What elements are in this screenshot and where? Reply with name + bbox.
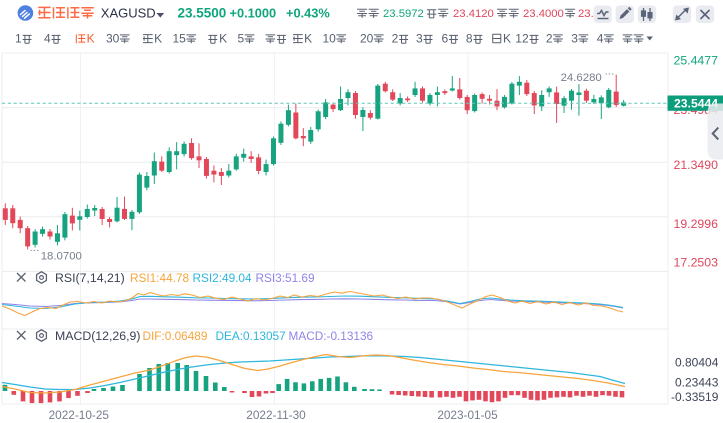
- svg-text:2: 2: [546, 32, 553, 46]
- svg-text:17.2503: 17.2503: [674, 256, 719, 270]
- svg-text:XAGUSD: XAGUSD: [101, 6, 156, 21]
- svg-text:2: 2: [392, 32, 399, 46]
- svg-text:6: 6: [442, 32, 449, 46]
- svg-text:5: 5: [238, 32, 245, 46]
- svg-text:2023-01-05: 2023-01-05: [437, 408, 498, 422]
- svg-text:20: 20: [360, 32, 374, 46]
- svg-text:23.5444: 23.5444: [674, 97, 718, 111]
- svg-text:24.6280: 24.6280: [561, 72, 602, 84]
- svg-text:10: 10: [323, 32, 337, 46]
- svg-text:+0.43%: +0.43%: [286, 6, 330, 21]
- svg-text:2022-11-30: 2022-11-30: [246, 408, 306, 422]
- svg-text:0.23443: 0.23443: [675, 376, 719, 390]
- svg-text:K: K: [154, 32, 162, 46]
- svg-text:K: K: [503, 32, 511, 46]
- svg-text:0.80404: 0.80404: [675, 355, 719, 369]
- svg-text:8: 8: [466, 32, 473, 46]
- svg-text:23.5500: 23.5500: [178, 6, 227, 21]
- svg-text:DIF:0.06489: DIF:0.06489: [143, 329, 208, 343]
- svg-text:21.3490: 21.3490: [674, 158, 719, 172]
- svg-text:4: 4: [44, 32, 51, 46]
- svg-text:K: K: [87, 32, 95, 46]
- svg-text:K: K: [304, 32, 312, 46]
- svg-text:-0.33519: -0.33519: [671, 390, 719, 404]
- svg-text:4: 4: [597, 32, 604, 46]
- svg-text:1: 1: [15, 32, 22, 46]
- svg-text:RSI1:44.78: RSI1:44.78: [130, 271, 189, 285]
- svg-text:15: 15: [173, 32, 187, 46]
- svg-text:18.0700: 18.0700: [41, 250, 82, 262]
- svg-text:23.5972: 23.5972: [383, 8, 424, 20]
- svg-text:19.2996: 19.2996: [674, 217, 719, 231]
- svg-text:MACD(12,26,9): MACD(12,26,9): [55, 329, 140, 343]
- svg-text:23.4120: 23.4120: [453, 8, 494, 20]
- svg-text:+0.1000: +0.1000: [230, 6, 277, 21]
- svg-text:RSI3:51.69: RSI3:51.69: [256, 271, 315, 285]
- svg-text:30: 30: [106, 32, 120, 46]
- svg-text:RSI2:49.04: RSI2:49.04: [193, 271, 252, 285]
- svg-text:2022-10-25: 2022-10-25: [49, 408, 110, 422]
- svg-text:DEA:0.13057: DEA:0.13057: [216, 329, 286, 343]
- svg-text:25.4477: 25.4477: [674, 54, 719, 68]
- svg-text:3: 3: [416, 32, 423, 46]
- svg-text:12: 12: [515, 32, 529, 46]
- svg-text:MACD:-0.13136: MACD:-0.13136: [289, 329, 374, 343]
- svg-text:3: 3: [571, 32, 578, 46]
- svg-text:23.4000: 23.4000: [523, 8, 564, 20]
- svg-text:RSI(7,14,21): RSI(7,14,21): [55, 271, 125, 285]
- svg-text:K: K: [219, 32, 227, 46]
